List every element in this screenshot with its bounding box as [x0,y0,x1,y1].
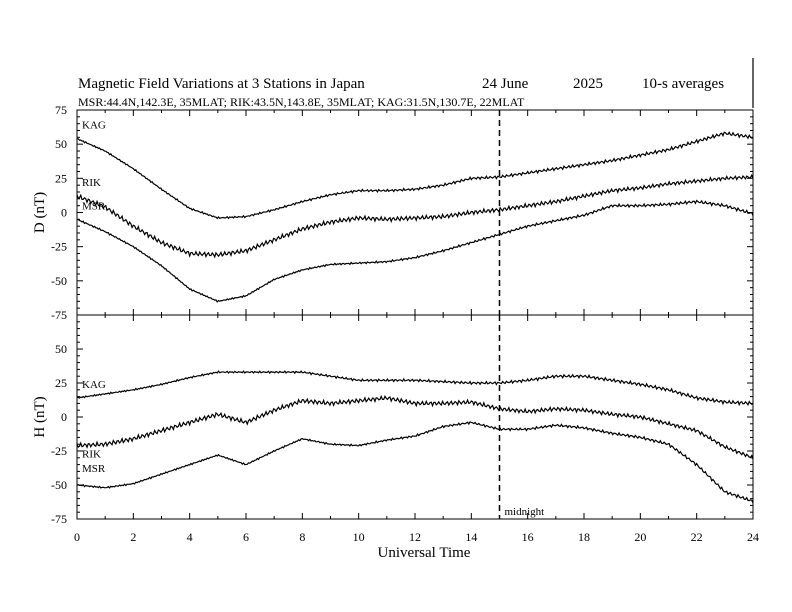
x-tick-label: 14 [465,530,477,544]
series-line-kag [76,131,754,220]
series-line-msr [76,421,754,504]
x-tick-label: 10 [353,530,365,544]
x-tick-label: 22 [691,530,703,544]
x-tick-label: 24 [747,530,759,544]
x-tick-label: 2 [130,530,136,544]
x-tick-label: 0 [74,530,80,544]
y-tick-label: 25 [55,376,67,390]
series-line-rik [76,173,754,259]
chart-resolution: 10-s averages [642,76,724,92]
series-label-kag: KAG [82,379,106,391]
series-line-rik [76,394,754,460]
series-label-rik: RIK [82,177,101,189]
y-tick-label: -50 [51,478,67,492]
series-line-msr [76,199,754,303]
series-line-kag [76,370,754,407]
x-tick-label: 20 [634,530,646,544]
chart-year: 2025 [573,76,603,92]
y-tick-label: 0 [61,410,67,424]
x-tick-label: 12 [409,530,421,544]
x-tick-label: 6 [243,530,249,544]
y-tick-label: 25 [55,171,67,185]
x-tick-label: 16 [522,530,534,544]
series-label-msr: MSR [82,200,106,212]
y-axis-label: D (nT) [32,192,48,233]
y-axis-label: H (nT) [32,396,48,437]
panel-frame [76,314,754,520]
x-tick-label: 18 [578,530,590,544]
x-axis-label: Universal Time [378,545,471,561]
y-tick-label: -50 [51,274,67,288]
y-tick-label: 0 [61,206,67,220]
y-tick-label: 50 [55,342,67,356]
panel-frame [76,109,754,316]
y-tick-label: 75 [55,103,67,117]
midnight-annotation: midnight [505,506,545,518]
y-tick-label: -25 [51,444,67,458]
y-tick-label: -75 [51,512,67,526]
chart-title: Magnetic Field Variations at 3 Stations … [78,76,365,92]
plot-area: 75 50 25 0 -25 -50 -75 D (nT) KAG RIK MSR 50 25 0 -25 -… [32,103,759,544]
series-label-rik: RIK [82,449,101,461]
x-tick-label: 4 [187,530,193,544]
y-tick-label: 50 [55,137,67,151]
y-tick-label: -75 [51,308,67,322]
series-label-msr: MSR [82,463,106,475]
chart-date: 24 June [482,76,529,92]
series-label-kag: KAG [82,120,106,132]
y-tick-label: -25 [51,240,67,254]
station-info-subtitle: MSR:44.4N,142.3E, 35MLAT; RIK:43.5N,143.… [78,95,525,109]
x-tick-label: 8 [299,530,305,544]
